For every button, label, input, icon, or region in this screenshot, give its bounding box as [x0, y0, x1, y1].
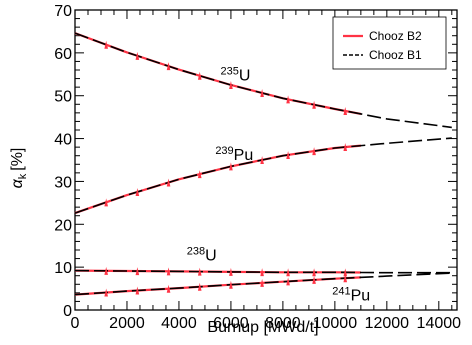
y-tick-label: 70	[54, 3, 72, 20]
chooz-b2-marker	[166, 267, 171, 276]
chooz-b2-marker	[197, 71, 202, 80]
y-tick-label: 0	[63, 303, 72, 320]
x-tick-label: 0	[71, 315, 80, 332]
chooz-b1-curve-239-pu	[74, 137, 452, 214]
isotope-element: U	[205, 247, 217, 264]
chooz-b2-marker	[260, 156, 264, 164]
y-tick-label: 50	[54, 89, 72, 106]
x-tick-label: 8000	[265, 315, 301, 332]
isotope-label-241-pu: 241Pu	[332, 286, 370, 305]
isotope-label-238-u: 238U	[187, 245, 217, 264]
x-tick-label: 2000	[109, 315, 145, 332]
isotope-element: Pu	[351, 288, 371, 305]
chooz-b1-curve-235-u	[74, 32, 452, 129]
chooz-b2-marker	[343, 143, 348, 152]
chooz-b2-marker	[104, 198, 108, 207]
chooz-b2-marker	[229, 280, 233, 289]
chooz-b2-marker	[229, 267, 233, 276]
chooz-b2-marker	[343, 106, 348, 115]
chooz-b2-marker	[104, 40, 108, 49]
chooz-b2-marker	[135, 267, 140, 276]
chooz-b1-curve-241-pu	[74, 272, 452, 296]
chooz-b2-marker	[286, 268, 290, 277]
y-tick-label: 40	[54, 132, 72, 149]
plot-frame	[74, 9, 458, 311]
chooz-b2-marker	[197, 170, 202, 179]
y-axis-title: αk [%]	[9, 148, 29, 189]
x-axis-title: Burnup [MWd/t]	[207, 319, 318, 336]
chooz-b2-marker	[197, 282, 202, 291]
chooz-b2-marker	[286, 95, 290, 104]
x-tick-label: 10000	[313, 315, 358, 332]
chooz-b2-marker	[104, 266, 108, 275]
y-axis-symbol: α	[9, 178, 26, 188]
y-tick-label: 20	[54, 217, 72, 234]
chooz-b2-marker	[166, 178, 171, 187]
x-tick-label: 4000	[161, 315, 197, 332]
chooz-b2-marker	[312, 268, 316, 277]
chooz-b2-marker	[229, 81, 233, 89]
chooz-b2-marker	[135, 187, 140, 196]
x-tick-label: 14000	[417, 315, 462, 332]
isotope-mass-number: 241	[332, 286, 350, 298]
chooz-b2-marker	[135, 51, 140, 60]
isotope-element: Pu	[234, 147, 254, 164]
chooz-b2-marker	[197, 267, 202, 276]
chooz-b2-curve-235-u	[74, 32, 362, 115]
isotope-label-235-u: 235U	[221, 66, 251, 85]
legend-label-chooz-b1: Chooz B1	[369, 48, 422, 62]
chooz-b2-marker	[135, 286, 140, 295]
chooz-b2-marker	[286, 150, 290, 159]
y-tick-label: 30	[54, 174, 72, 191]
chooz-b2-marker	[343, 274, 348, 283]
y-tick-label: 10	[54, 260, 72, 277]
chooz-b2-marker	[260, 88, 264, 97]
chooz-b2-marker	[312, 275, 316, 284]
isotope-mass-number: 235	[221, 66, 239, 78]
legend: Chooz B2 Chooz B1	[332, 16, 447, 70]
legend-box	[332, 16, 447, 70]
isotope-mass-number: 239	[215, 145, 233, 157]
isotope-element: U	[239, 68, 251, 85]
x-tick-label: 12000	[365, 315, 410, 332]
x-tick-label: 6000	[213, 315, 249, 332]
chooz-b2-marker	[343, 268, 348, 277]
isotope-label-239-pu: 239Pu	[215, 145, 253, 164]
chooz-b2-marker	[312, 147, 316, 156]
chooz-b2-marker	[286, 277, 290, 286]
chooz-b2-marker	[229, 162, 233, 171]
y-axis-subscript: k	[17, 173, 29, 179]
y-axis-unit: [%]	[9, 148, 26, 171]
chooz-b2-marker	[260, 278, 264, 287]
chooz-b2-marker	[260, 268, 264, 277]
chooz-b2-marker	[166, 284, 171, 293]
legend-label-chooz-b2: Chooz B2	[369, 29, 422, 43]
chooz-b2-marker	[312, 100, 316, 109]
chooz-b2-marker	[166, 62, 171, 71]
chooz-b1-curve-238-u	[74, 269, 452, 274]
isotope-mass-number: 238	[187, 245, 205, 257]
y-tick-label: 60	[54, 46, 72, 63]
chooz-b2-marker	[104, 288, 108, 297]
